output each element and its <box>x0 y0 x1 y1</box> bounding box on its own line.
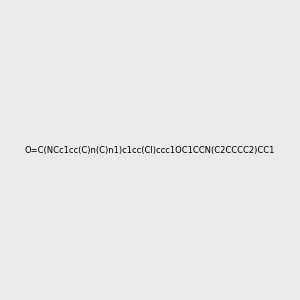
Text: O=C(NCc1cc(C)n(C)n1)c1cc(Cl)ccc1OC1CCN(C2CCCC2)CC1: O=C(NCc1cc(C)n(C)n1)c1cc(Cl)ccc1OC1CCN(C… <box>25 146 275 154</box>
